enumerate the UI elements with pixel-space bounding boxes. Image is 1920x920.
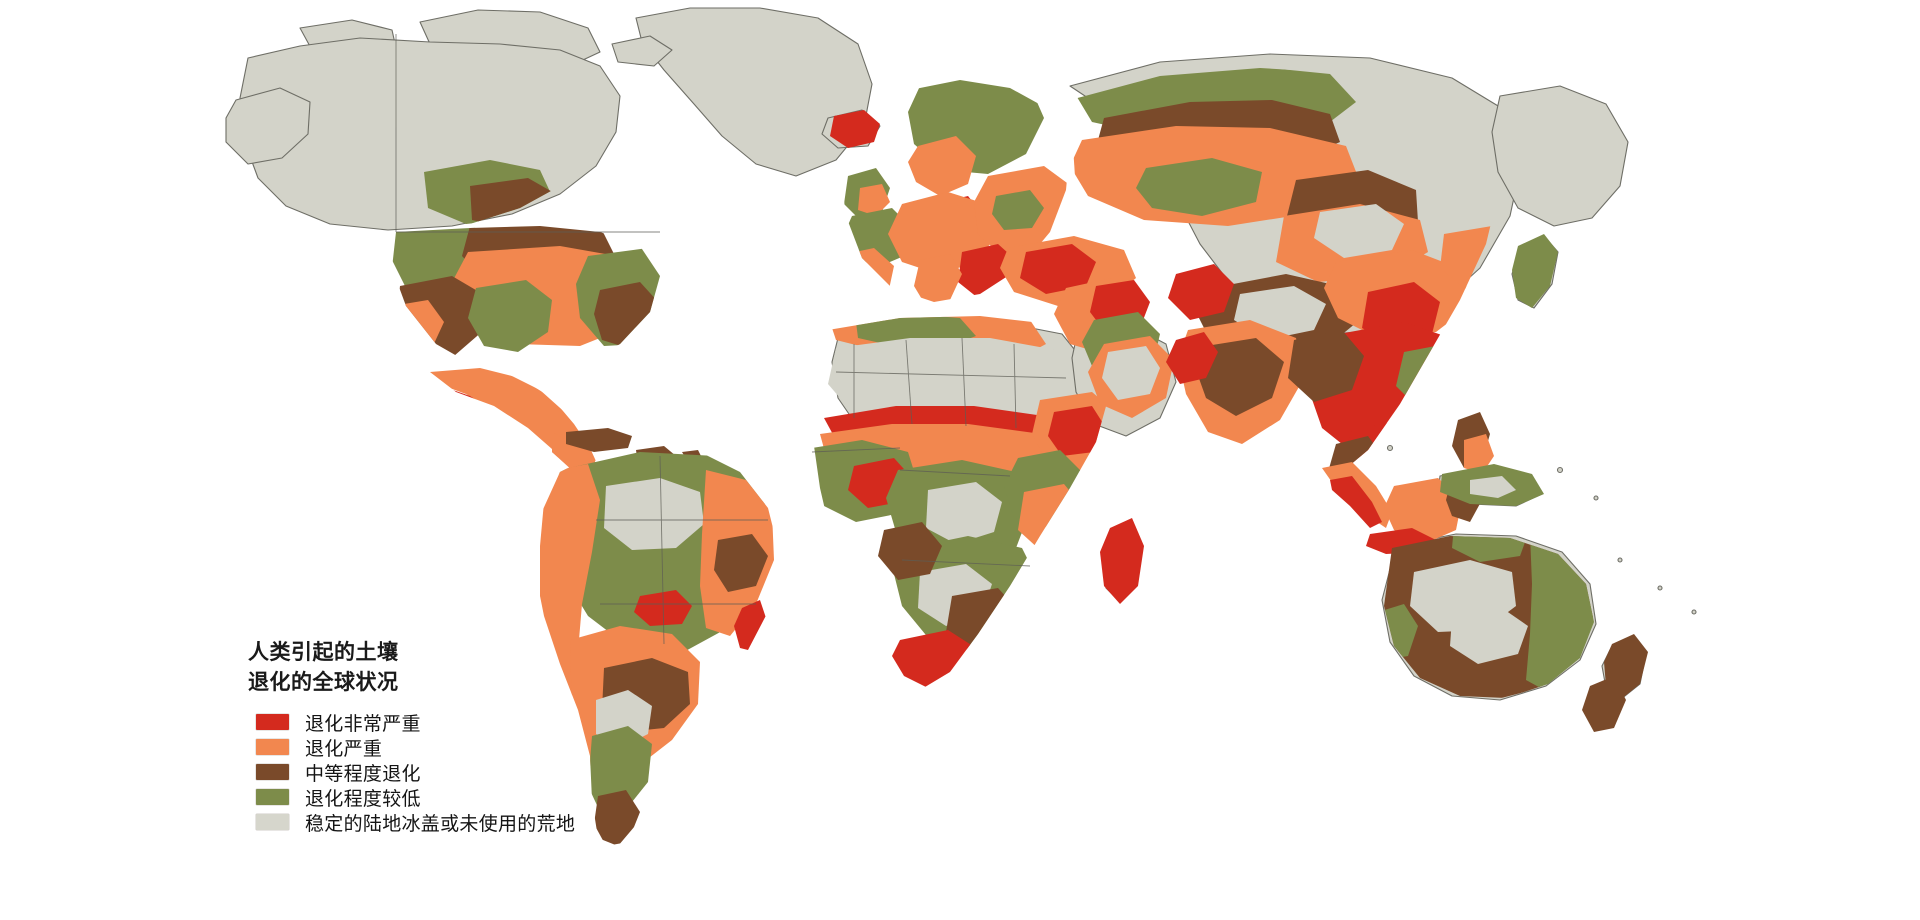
af-moderate-angola <box>878 522 942 580</box>
sa-stable-amazon-core <box>604 478 704 550</box>
caribbean-cuba <box>566 428 632 452</box>
layer-iceland <box>830 110 880 148</box>
eu-severe-scandinavia-edge <box>908 136 976 196</box>
layer-country-borders <box>395 34 1067 645</box>
border-africa-central <box>899 469 1011 477</box>
border-sa-c <box>659 455 665 645</box>
legend-item-very-severe[interactable]: 退化非常严重 <box>256 710 668 735</box>
au-stable-desert-b <box>1450 608 1528 664</box>
island-dot-d <box>1593 495 1599 501</box>
japan-low <box>1512 234 1558 308</box>
island-dot-g <box>1691 609 1697 615</box>
legend-item-moderate[interactable]: 中等程度退化 <box>256 760 668 785</box>
border-africa-west <box>811 447 901 453</box>
legend-label-moderate: 中等程度退化 <box>305 762 421 785</box>
legend-label-very-severe: 退化非常严重 <box>305 712 421 735</box>
sa-low-south-tip <box>588 726 652 816</box>
madagascar-very-severe <box>1100 518 1144 604</box>
border-africa-south <box>901 559 1031 567</box>
me-stable-arabia-core <box>1102 346 1160 400</box>
as-moderate-china-west <box>1288 330 1364 402</box>
as-low-steppe-patch <box>1136 158 1262 216</box>
legend-items-list: 退化非常严重 退化严重 中等程度退化 退化程度较低 稳定的陆地冰盖或未使用的荒地 <box>256 710 668 835</box>
legend-item-stable[interactable]: 稳定的陆地冰盖或未使用的荒地 <box>256 810 668 835</box>
border-sahara-d <box>1013 343 1017 429</box>
legend-swatch-severe <box>256 739 289 756</box>
island-dot-e <box>1617 557 1623 563</box>
eu-low-patch-a <box>992 190 1044 230</box>
map-legend: 人类引起的土壤 退化的全球状况 退化非常严重 退化严重 中等程度退化 退化程度较… <box>248 638 668 835</box>
legend-swatch-low <box>256 789 289 806</box>
as-very-severe-himalaya <box>1168 264 1234 320</box>
layer-middle-east <box>1000 236 1174 418</box>
nz-south-moderate <box>1582 676 1626 732</box>
layer-madagascar <box>1100 518 1144 604</box>
layer-south-america-degradation <box>540 452 774 846</box>
legend-label-severe: 退化严重 <box>305 737 383 760</box>
legend-swatch-very-severe <box>256 714 289 731</box>
border-sahara-c <box>961 337 967 427</box>
layer-new-zealand-degradation <box>1582 634 1648 732</box>
border-sahara-b <box>905 339 913 425</box>
borneo-severe <box>1384 478 1462 544</box>
me-very-severe-turkey <box>1020 244 1096 294</box>
au-low-southwest <box>1384 604 1418 660</box>
sa-moderate-ne <box>714 534 768 592</box>
region-arctic-island-b <box>611 35 673 67</box>
layer-japan-korea <box>1512 234 1558 308</box>
au-low-north <box>1452 536 1528 562</box>
legend-label-stable: 稳定的陆地冰盖或未使用的荒地 <box>305 812 576 835</box>
island-dot-c <box>1556 466 1564 474</box>
border-sahara-e <box>835 371 1067 379</box>
legend-item-low[interactable]: 退化程度较低 <box>256 785 668 810</box>
as-moderate-india <box>1196 338 1284 416</box>
af-stable-sahara <box>828 338 1072 428</box>
af-very-severe-horn <box>1048 406 1106 456</box>
eu-severe-italy <box>914 254 962 302</box>
island-dot-b <box>1386 444 1394 452</box>
island-dot-h <box>1657 585 1663 591</box>
philippines-severe <box>1464 434 1494 474</box>
na-low-central <box>468 280 552 352</box>
layer-maritime-se-asia <box>1322 412 1544 554</box>
legend-item-severe[interactable]: 退化严重 <box>256 735 668 760</box>
legend-title: 人类引起的土壤 退化的全球状况 <box>248 640 399 694</box>
eu-severe-britain <box>858 184 890 216</box>
region-greenland <box>635 7 873 177</box>
sa-severe-andes <box>540 464 600 700</box>
region-alaska <box>225 87 311 165</box>
as-very-severe-india-patch <box>1166 332 1218 384</box>
legend-label-low: 退化程度较低 <box>305 787 421 810</box>
as-stable-gobi <box>1314 204 1404 258</box>
legend-swatch-stable <box>256 814 289 831</box>
sa-moderate-tip <box>594 790 640 846</box>
region-far-east-russia <box>1491 85 1629 227</box>
newguinea-stable <box>1470 476 1516 498</box>
sumatra-very-severe <box>1330 476 1382 528</box>
af-stable-congo-core <box>926 482 1002 544</box>
iceland-very-severe <box>830 110 880 148</box>
legend-swatch-moderate <box>256 764 289 781</box>
